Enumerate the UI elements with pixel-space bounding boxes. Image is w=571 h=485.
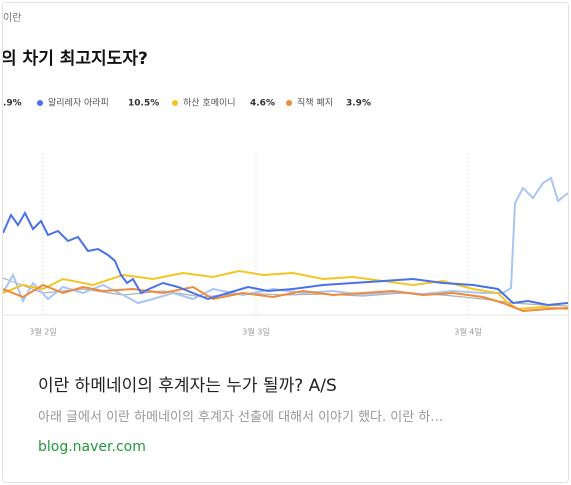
legend-dot <box>172 100 178 106</box>
x-label: 3월 4일 <box>454 327 481 337</box>
legend-dot <box>286 100 292 106</box>
line-blue <box>3 210 568 307</box>
legend-value: 3.9% <box>346 99 371 109</box>
legend-value: 4.6% <box>250 99 275 109</box>
grid <box>42 153 469 318</box>
legend-dot <box>37 100 43 106</box>
legend-label: 직책 폐지 <box>297 97 333 109</box>
kicker: 이란 <box>3 12 21 24</box>
line-yellow <box>3 269 568 311</box>
legend-value: .9% <box>3 99 22 109</box>
card-url[interactable]: blog.naver.com <box>38 439 146 455</box>
legend-value: 10.5% <box>128 99 159 109</box>
line-lightblue <box>3 176 568 305</box>
legend-label: 하산 호메이니 <box>183 98 236 109</box>
legend-label: 알리레자 아라피 <box>48 98 109 109</box>
x-label: 3월 2일 <box>29 327 56 337</box>
headline: 의 차기 최고지도자? <box>3 49 148 69</box>
card-description: 아래 글에서 이란 하메네이의 후계자 선출에 대해서 이야기 했다. 이란 하… <box>38 410 444 425</box>
card-title[interactable]: 이란 하메네이의 후계자는 누가 될까? A/S <box>38 376 337 396</box>
x-label: 3월 3일 <box>242 327 269 337</box>
line-orange <box>3 283 568 313</box>
thumbnail: 이란 의 차기 최고지도자? .9% 알리레자 아라피 10.5% 하산 호메이… <box>3 3 568 341</box>
